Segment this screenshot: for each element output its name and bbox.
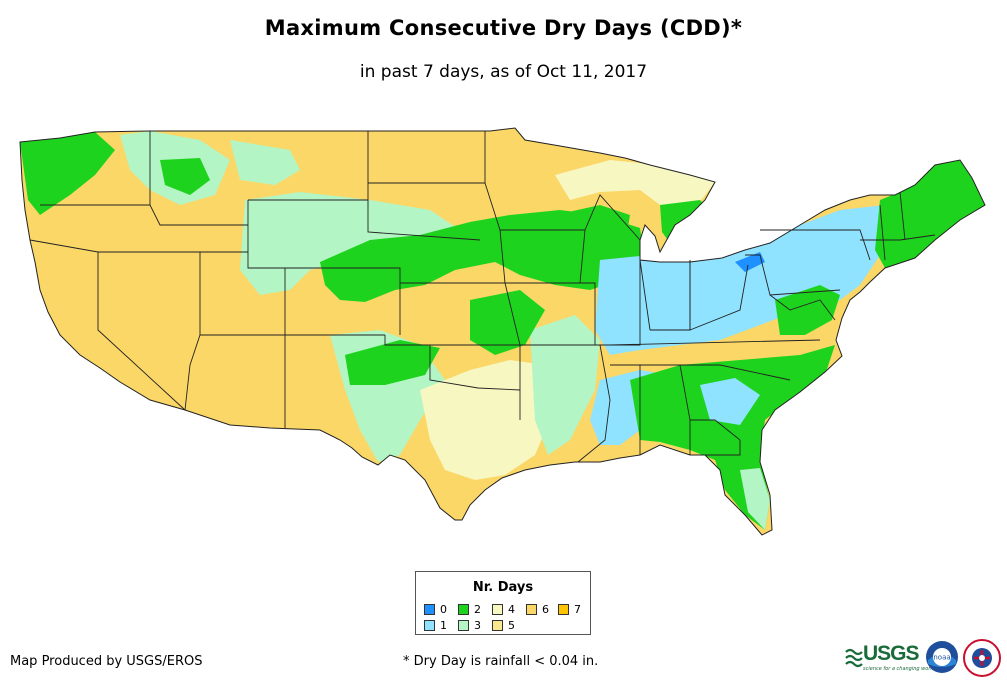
legend-swatch-0 [424, 604, 435, 615]
legend-swatch-4 [492, 604, 503, 615]
region-southeast-green [630, 345, 835, 530]
usgs-logo-icon: USGS science for a changing world [845, 642, 935, 674]
map-title: Maximum Consecutive Dry Days (CDD)* [264, 16, 743, 40]
region-ohio-blue [595, 205, 885, 355]
precip-fill [20, 128, 985, 535]
map-credit: Map Produced by USGS/EROS [10, 654, 203, 669]
legend-item-2: 2 [458, 603, 481, 616]
noaa-wordmark: noaa [933, 654, 950, 662]
legend-swatch-3 [458, 620, 469, 631]
region-virginia-green [775, 285, 840, 335]
legend-label-7: 7 [574, 603, 581, 616]
legend-item-7: 7 [558, 603, 581, 616]
state-borders [19, 127, 986, 536]
usgs-wave-icon [845, 648, 863, 668]
legend-item-4: 4 [492, 603, 515, 616]
legend-label-5: 5 [508, 619, 515, 632]
region-kansas-green [470, 290, 545, 355]
region-florida-mint [740, 468, 770, 530]
region-oklahoma-green [345, 340, 440, 385]
region-washington-green [20, 132, 115, 215]
region-newengland-green [875, 160, 985, 268]
legend-swatch-7 [558, 604, 569, 615]
region-michigan-green [660, 200, 720, 250]
legend: Nr. Days 0 1 2 3 4 5 6 7 [415, 571, 591, 635]
legend-label-0: 0 [440, 603, 447, 616]
legend-label-2: 2 [474, 603, 481, 616]
region-nmontana-mint [230, 140, 300, 185]
region-upper-midwest [555, 160, 715, 215]
legend-label-4: 4 [508, 603, 515, 616]
legend-swatch-2 [458, 604, 469, 615]
legend-label-1: 1 [440, 619, 447, 632]
usgs-tagline: science for a changing world [863, 666, 935, 672]
legend-swatch-6 [526, 604, 537, 615]
legend-item-3: 3 [458, 619, 481, 632]
map-subtitle: in past 7 days, as of Oct 11, 2017 [359, 62, 648, 82]
legend-item-0: 0 [424, 603, 447, 616]
legend-swatch-1 [424, 620, 435, 631]
region-georgia-blue [700, 378, 760, 425]
noaa-logo-icon: noaa [926, 641, 958, 673]
region-montana-green [160, 158, 210, 195]
legend-label-6: 6 [542, 603, 549, 616]
region-erie-deepblue [735, 252, 765, 272]
region-wisconsin-green [555, 205, 630, 250]
legend-item-6: 6 [526, 603, 549, 616]
region-rockies-mint [240, 192, 460, 295]
legend-label-3: 3 [474, 619, 481, 632]
legend-swatch-5 [492, 620, 503, 631]
legend-title: Nr. Days [472, 580, 534, 595]
nws-logo-icon [963, 639, 1001, 677]
dry-day-footnote: * Dry Day is rainfall < 0.04 in. [403, 654, 599, 669]
usgs-wordmark: USGS [863, 642, 920, 665]
legend-item-5: 5 [492, 619, 515, 632]
legend-item-1: 1 [424, 619, 447, 632]
region-arklatex-mint [530, 315, 600, 455]
